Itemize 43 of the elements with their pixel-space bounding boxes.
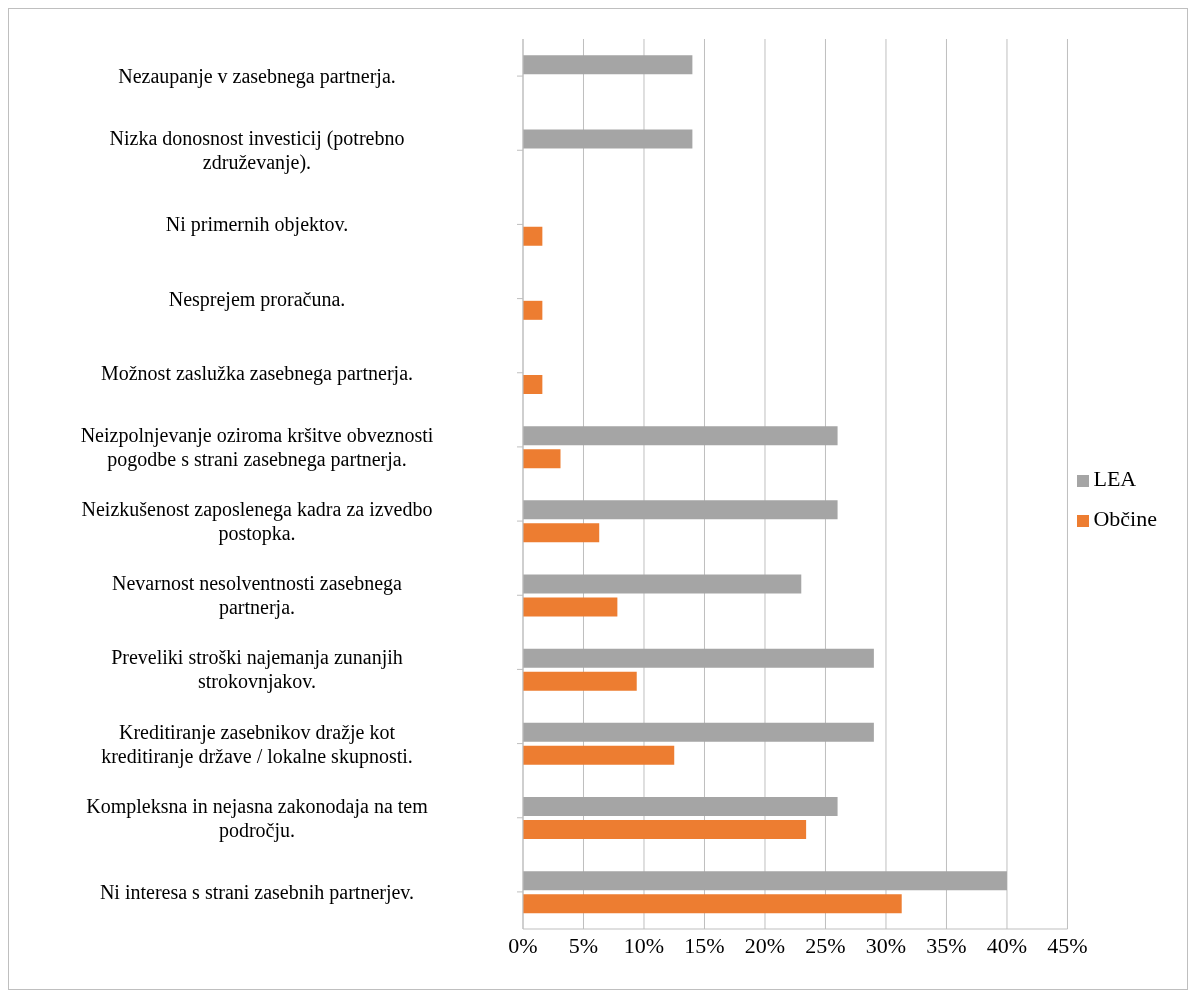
bar: [523, 374, 543, 394]
y-tick-label: Ni primernih objektov.: [165, 213, 349, 237]
y-tick-label: Nezaupanje v zasebnega partnerja.: [118, 65, 396, 89]
x-tick-label: 0%: [508, 932, 538, 958]
bar: [523, 796, 838, 816]
bar: [523, 300, 543, 320]
y-tick-label: Možnost zaslužka zasebnega partnerja.: [100, 361, 414, 385]
bar: [523, 722, 874, 742]
bar: [523, 597, 618, 617]
x-tick-label: 25%: [805, 932, 846, 958]
x-tick-label: 35%: [926, 932, 967, 958]
x-tick-label: 20%: [744, 932, 786, 958]
bar: [523, 745, 675, 765]
legend-label: Občine: [1093, 506, 1157, 531]
x-tick-label: 45%: [1047, 932, 1088, 958]
bar: [523, 226, 543, 246]
bar: [523, 426, 838, 446]
bar: [523, 55, 693, 75]
y-tick-label: Nesprejem proračuna.: [168, 287, 346, 311]
legend-label: LEA: [1093, 466, 1137, 491]
y-tick-label: Neizkušenost zaposlenega kadra za izvedbo postopka.: [81, 498, 433, 546]
y-tick-label: Neizpolnjevanje oziroma kršitve obveznosti pogodbe s strani zasebnega partnerja.: [80, 423, 434, 471]
bar: [523, 819, 807, 839]
x-tick-label: 40%: [986, 932, 1028, 958]
bar: [523, 871, 1007, 891]
bar: [523, 523, 600, 543]
y-tick-label: Nizka donosnost investicij (potrebno združevanje).: [109, 127, 405, 175]
bar: [523, 574, 802, 594]
x-tick-label: 10%: [623, 932, 665, 958]
y-tick-label: Preveliki stroški najemanja zunanjih strokovnjakov.: [111, 646, 403, 694]
y-tick-label: Nevarnost nesolventnosti zasebnega partnerja.: [112, 572, 403, 620]
y-tick-label: Ni interesa s strani zasebnih partnerjev.: [99, 880, 415, 904]
bar: [523, 894, 902, 914]
x-tick-label: 15%: [684, 932, 725, 958]
x-tick-label: 5%: [568, 932, 599, 958]
bar: [523, 671, 637, 691]
bar: [523, 648, 874, 668]
bar: [523, 500, 838, 520]
y-tick-label: Kompleksna in nejasna zakonodaja na tem področju.: [86, 794, 429, 842]
bar: [523, 129, 693, 149]
bar: [523, 449, 561, 469]
y-tick-label: Kreditiranje zasebnikov dražje kot kreditiranje države / lokalne skupnosti.: [101, 720, 413, 768]
x-tick-label: 30%: [865, 932, 907, 958]
